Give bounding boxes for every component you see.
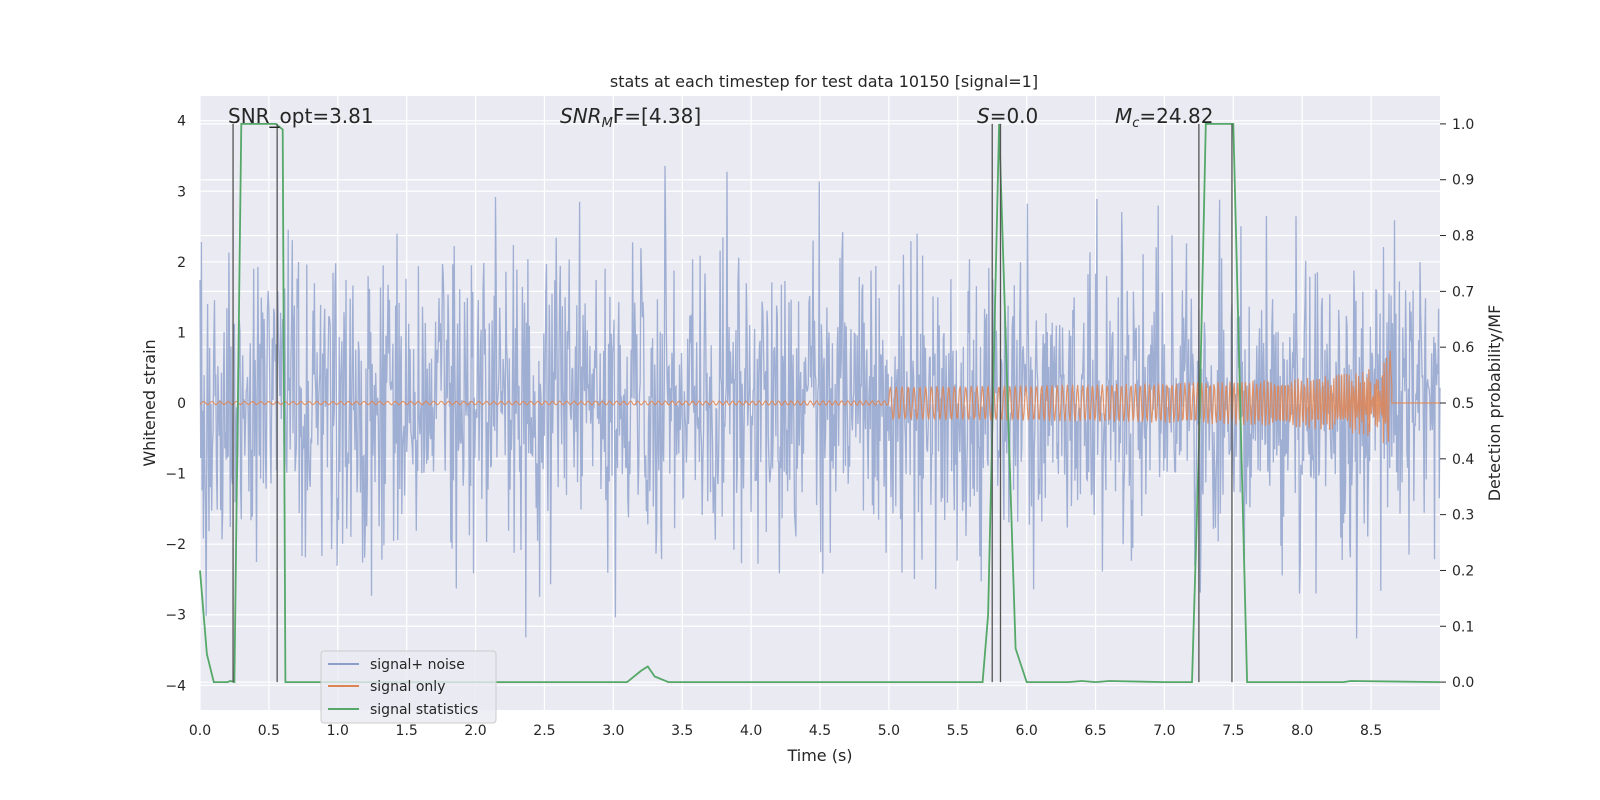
y-left-tick-label: 1 xyxy=(177,325,186,341)
y-left-tick-label: −2 xyxy=(165,537,186,553)
y-left-tick-label: 0 xyxy=(177,396,186,412)
legend-box xyxy=(320,650,497,724)
y-right-tick-label: 0.6 xyxy=(1452,340,1474,356)
annotation-s-suffix: =0.0 xyxy=(990,104,1039,128)
y-right-axis-label: Detection probability/MF xyxy=(1485,305,1504,502)
y-right-tick-labels: 0.0 0.1 0.2 0.3 0.4 0.5 0.6 0.7 0.8 0.9 1.0 xyxy=(1440,117,1474,691)
annotation-snr-mf-suffix: F=[4.38] xyxy=(613,104,701,128)
legend-label-stats: signal statistics xyxy=(370,702,478,718)
x-tick-label: 4.5 xyxy=(809,723,831,739)
series-signal-only xyxy=(199,350,1440,444)
x-tick-label: 8.0 xyxy=(1291,723,1313,739)
x-tick-label: 0.5 xyxy=(258,723,280,739)
annotation-snr-mf-prefix: SNR xyxy=(560,104,602,128)
y-right-tick-label: 0.4 xyxy=(1452,452,1474,468)
x-tick-label: 3.0 xyxy=(602,723,624,739)
y-left-tick-label: 3 xyxy=(177,184,186,200)
x-tick-label: 8.5 xyxy=(1360,723,1382,739)
series-signal-statistics xyxy=(199,123,1441,684)
x-tick-labels: 0.0 0.5 1.0 1.5 2.0 2.5 3.0 3.5 4.0 4.5 5.0 5.5 6.0 6… xyxy=(189,723,1382,739)
annotation-mc-suffix: =24.82 xyxy=(1139,104,1213,128)
y-right-tick-label: 0.7 xyxy=(1452,284,1474,300)
annotation-mc-prefix: M xyxy=(1115,104,1132,128)
annotation-snr-mf-sub: M xyxy=(602,116,613,131)
y-left-tick-label: −4 xyxy=(165,678,186,694)
x-tick-label: 2.0 xyxy=(464,723,486,739)
legend: signal+ noise signal only signal statist… xyxy=(320,650,497,724)
series-layer xyxy=(199,123,1441,684)
chart-title: stats at each timestep for test data 101… xyxy=(610,72,1038,91)
x-tick-label: 6.5 xyxy=(1084,723,1106,739)
vertical-markers xyxy=(232,123,1233,683)
annotation-s-prefix: S xyxy=(977,104,990,128)
x-tick-label: 3.5 xyxy=(671,723,693,739)
x-tick-label: 1.5 xyxy=(396,723,418,739)
x-tick-label: 7.0 xyxy=(1153,723,1175,739)
y-right-tick-label: 0.3 xyxy=(1452,508,1474,524)
x-tick-label: 4.0 xyxy=(740,723,762,739)
y-left-tick-label: 2 xyxy=(177,255,186,271)
y-right-tick-label: 0.8 xyxy=(1452,229,1474,245)
y-left-tick-label: −1 xyxy=(165,467,186,483)
y-right-tick-label: 0.2 xyxy=(1452,563,1474,579)
y-left-axis-label: Whitened strain xyxy=(140,339,159,466)
x-tick-label: 2.5 xyxy=(533,723,555,739)
y-right-tick-label: 0.0 xyxy=(1452,675,1474,691)
legend-label-noise: signal+ noise xyxy=(370,657,465,673)
annotation-mc: Mc=24.82 xyxy=(1115,104,1213,131)
annotation-snr-opt: SNR_opt=3.81 xyxy=(228,104,374,128)
y-right-tick-label: 0.1 xyxy=(1452,619,1474,635)
y-right-tick-label: 0.5 xyxy=(1452,396,1474,412)
x-tick-label: 7.5 xyxy=(1222,723,1244,739)
y-left-tick-label: −3 xyxy=(165,608,186,624)
x-tick-label: 5.0 xyxy=(878,723,900,739)
legend-label-signal: signal only xyxy=(370,679,445,695)
y-left-tick-labels: −4 −3 −2 −1 0 1 2 3 4 xyxy=(165,114,186,695)
annotation-mc-sub: c xyxy=(1132,116,1139,131)
x-axis-label: Time (s) xyxy=(786,746,852,765)
x-tick-label: 0.0 xyxy=(189,723,211,739)
x-tick-label: 5.5 xyxy=(947,723,969,739)
x-tick-label: 1.0 xyxy=(327,723,349,739)
y-left-tick-label: 4 xyxy=(177,114,186,130)
annotation-snr-mf: SNRMF=[4.38] xyxy=(560,104,701,131)
x-tick-label: 6.0 xyxy=(1016,723,1038,739)
y-right-tick-label: 0.9 xyxy=(1452,173,1474,189)
y-right-tick-label: 1.0 xyxy=(1452,117,1474,133)
annotation-s: S=0.0 xyxy=(977,104,1038,128)
series-signal-noise xyxy=(199,165,1441,639)
